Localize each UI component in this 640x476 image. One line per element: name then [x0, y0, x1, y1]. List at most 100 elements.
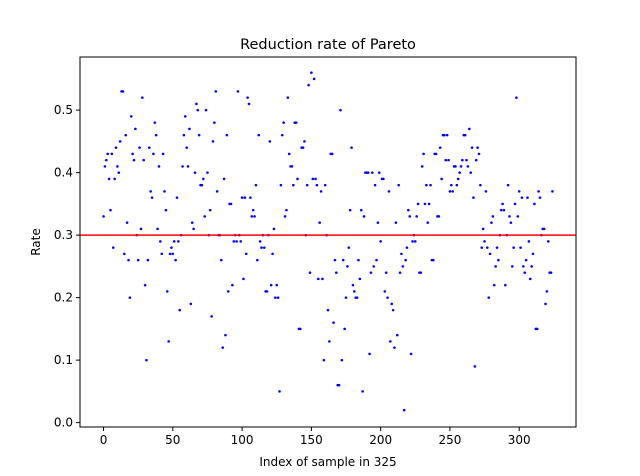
data-point: [318, 221, 321, 224]
data-point: [121, 90, 125, 93]
data-point: [275, 283, 279, 287]
data-point: [211, 140, 215, 143]
data-point: [265, 290, 269, 293]
data-point: [167, 340, 170, 343]
data-point: [285, 208, 288, 212]
y-axis: 0.0 0.1 0.2 0.3 0.4 0.5: [54, 103, 80, 430]
x-axis: 0 50 100 150 200 250 300: [100, 427, 531, 447]
points-layer: [102, 71, 554, 412]
data-point: [328, 340, 331, 343]
data-point: [476, 146, 479, 149]
data-point: [232, 240, 236, 243]
data-point: [434, 152, 438, 156]
data-point: [139, 227, 143, 231]
data-point: [204, 108, 208, 112]
data-point: [409, 352, 413, 356]
x-tick-label: 250: [438, 433, 461, 447]
data-point: [524, 258, 528, 262]
data-point: [213, 121, 216, 124]
data-point: [244, 252, 248, 256]
data-point: [310, 71, 313, 74]
data-point: [271, 252, 274, 256]
data-point: [404, 258, 407, 262]
data-point: [339, 108, 342, 112]
data-point: [250, 215, 254, 218]
data-point: [165, 290, 169, 293]
data-point: [447, 158, 450, 162]
data-point: [131, 152, 134, 156]
data-point: [450, 183, 453, 187]
data-point: [379, 240, 382, 243]
data-point: [368, 352, 371, 356]
data-point: [168, 252, 172, 256]
data-point: [132, 158, 136, 162]
x-tick-label: 150: [300, 433, 323, 447]
data-point: [355, 296, 359, 299]
data-point: [224, 333, 227, 337]
data-point: [190, 221, 194, 224]
data-point: [461, 158, 464, 162]
data-point: [420, 165, 424, 168]
data-point: [113, 177, 116, 181]
data-point: [353, 290, 356, 293]
data-point: [193, 171, 197, 174]
data-point: [308, 271, 312, 274]
x-tick-label: 300: [508, 433, 531, 447]
data-point: [465, 158, 468, 162]
data-point: [542, 227, 546, 231]
data-point: [350, 146, 353, 149]
data-point: [150, 196, 154, 199]
data-point: [330, 152, 334, 156]
data-point: [408, 215, 412, 218]
data-point: [202, 177, 205, 181]
data-point: [225, 133, 229, 137]
data-point: [129, 115, 133, 118]
data-point: [222, 177, 226, 181]
data-point: [138, 146, 141, 149]
data-point: [296, 177, 299, 181]
data-point: [210, 315, 213, 318]
data-point: [375, 258, 378, 262]
data-point: [522, 265, 525, 268]
data-point: [495, 246, 499, 249]
data-point: [537, 190, 540, 193]
data-point: [371, 171, 374, 174]
data-point: [311, 177, 315, 181]
data-point: [197, 133, 201, 137]
data-point: [472, 196, 475, 199]
data-point: [530, 265, 533, 268]
data-point: [488, 252, 492, 256]
data-point: [395, 333, 399, 337]
data-point: [123, 252, 126, 256]
data-point: [473, 365, 477, 368]
data-point: [146, 258, 150, 262]
y-tick-label: 0.1: [54, 353, 73, 367]
data-point: [283, 215, 287, 218]
data-point: [341, 258, 345, 262]
data-point: [221, 346, 225, 349]
data-point: [239, 240, 243, 243]
data-point: [337, 383, 341, 387]
y-tick-label: 0.2: [54, 291, 73, 305]
data-point: [163, 190, 166, 193]
data-point: [348, 208, 352, 212]
data-point: [118, 140, 122, 143]
data-point: [220, 258, 223, 262]
data-point: [159, 240, 162, 243]
data-point: [383, 290, 387, 293]
data-point: [183, 115, 187, 118]
data-point: [229, 202, 233, 206]
data-point: [527, 240, 531, 243]
data-point: [533, 202, 536, 206]
data-point: [419, 271, 423, 274]
data-point: [141, 96, 144, 99]
data-point: [494, 265, 497, 268]
data-point: [468, 127, 471, 131]
data-point: [290, 165, 294, 168]
data-point: [544, 302, 547, 306]
data-point: [312, 77, 316, 81]
data-point: [405, 246, 409, 249]
data-point: [253, 215, 256, 218]
data-point: [459, 165, 463, 168]
data-point: [357, 258, 360, 262]
